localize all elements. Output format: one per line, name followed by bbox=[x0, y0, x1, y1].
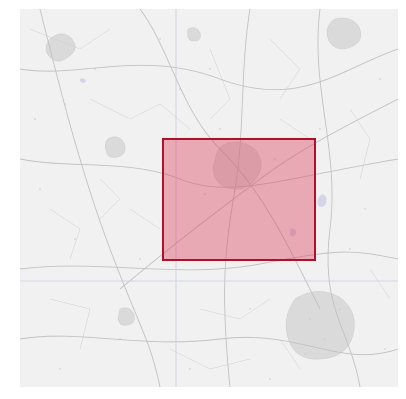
map-view[interactable] bbox=[20, 9, 398, 387]
urban-areas bbox=[45, 17, 362, 360]
selection-rectangle[interactable] bbox=[162, 138, 316, 261]
water-bodies bbox=[80, 78, 327, 237]
map-grid bbox=[20, 9, 398, 387]
minor-roads bbox=[29, 28, 391, 370]
map-canvas[interactable] bbox=[20, 9, 398, 387]
road-network bbox=[20, 9, 398, 387]
map-texture bbox=[34, 38, 386, 380]
